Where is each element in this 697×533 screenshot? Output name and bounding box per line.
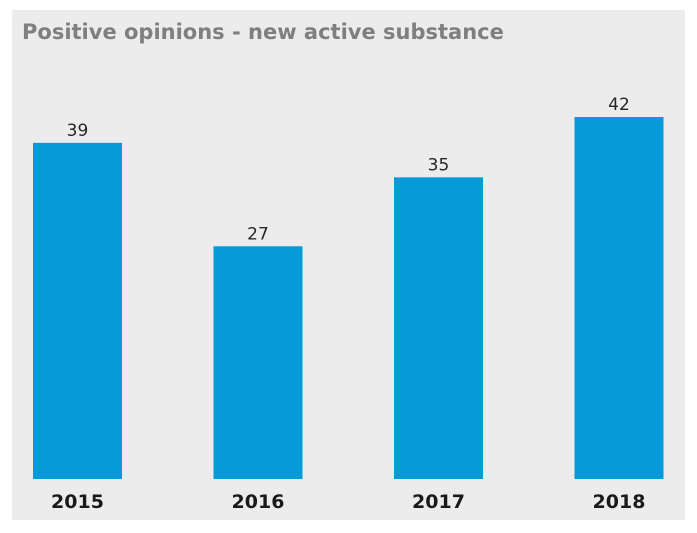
x-tick-label-2016: 2016 [232, 491, 285, 513]
chart-panel [12, 10, 685, 520]
x-tick-label-2017: 2017 [412, 491, 465, 513]
bar-2018 [574, 117, 664, 479]
x-tick-label-2018: 2018 [593, 491, 646, 513]
data-label-2015: 39 [67, 121, 89, 141]
x-tick-label-2015: 2015 [51, 491, 104, 513]
data-label-2016: 27 [247, 224, 269, 244]
chart-title: Positive opinions - new active substance [22, 20, 504, 44]
bar-2017 [394, 177, 483, 480]
data-label-2017: 35 [428, 155, 450, 175]
data-label-2018: 42 [608, 95, 630, 115]
bar-2015 [33, 142, 122, 479]
bar-2016 [213, 246, 303, 479]
